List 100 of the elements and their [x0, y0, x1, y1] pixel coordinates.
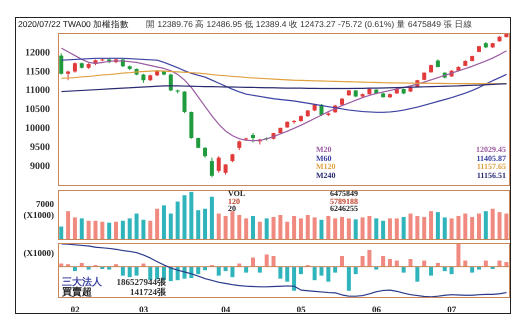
annotation: 120 [228, 196, 240, 206]
bar [230, 266, 234, 278]
bar [250, 258, 255, 267]
bar [354, 219, 358, 240]
bar [422, 260, 426, 267]
annotation: 186527944張 [116, 277, 166, 287]
bar [250, 216, 255, 240]
bar [298, 266, 303, 274]
bar [429, 266, 434, 276]
candlestick [59, 52, 64, 76]
candlestick [237, 140, 242, 151]
bar [230, 211, 234, 240]
bar [292, 266, 296, 291]
bar [141, 220, 146, 240]
bar [394, 218, 399, 240]
bar [244, 218, 248, 240]
bar [408, 259, 413, 267]
bar [388, 259, 392, 267]
bar [463, 260, 468, 267]
bar [237, 215, 242, 240]
bar [134, 214, 139, 240]
bar [278, 266, 282, 279]
bar [210, 196, 214, 240]
y-axis-title: (X1000) [22, 210, 54, 220]
bar [450, 218, 454, 240]
candlestick [141, 73, 146, 84]
candlestick [203, 146, 208, 158]
bar [86, 220, 91, 240]
annotation: 5789188 [329, 196, 358, 206]
bar [346, 266, 351, 291]
bar [402, 216, 406, 240]
bar [484, 260, 488, 267]
text: M20 [316, 145, 332, 154]
bar [264, 254, 269, 267]
bar [196, 266, 200, 274]
bar [450, 266, 454, 274]
bar [107, 222, 112, 240]
bar [319, 266, 324, 276]
bar [354, 266, 358, 274]
bar [436, 212, 440, 240]
bar [134, 266, 139, 276]
y-tick-label: 10500 [25, 104, 50, 116]
bar [258, 222, 262, 240]
bar [278, 215, 282, 240]
bar [59, 226, 64, 240]
bar [415, 266, 420, 282]
candlestick [216, 156, 221, 174]
text: 7000 [35, 199, 54, 209]
bar [333, 266, 338, 273]
bar [498, 260, 502, 267]
bar [148, 220, 152, 240]
bar [388, 218, 392, 240]
bar [216, 266, 221, 276]
bar [244, 266, 248, 273]
line-series [60, 48, 508, 142]
bar [162, 205, 166, 240]
bar [381, 220, 386, 240]
y-tick-label: 11500 [26, 66, 50, 78]
annotation: 三大法人 [62, 277, 102, 288]
bar [476, 214, 481, 240]
bar [189, 192, 194, 240]
text: M240 [316, 170, 336, 180]
bar [168, 214, 173, 240]
bar [312, 266, 317, 280]
bar [285, 266, 290, 282]
bar [114, 222, 118, 240]
bar [340, 256, 344, 267]
bar [367, 216, 372, 240]
annotation: 11156.51 [476, 170, 506, 180]
bar [442, 217, 447, 240]
y-tick-label: 10000 [25, 122, 50, 134]
bar [120, 220, 125, 240]
bar [72, 217, 77, 240]
candlestick [66, 70, 70, 81]
bar [374, 218, 378, 240]
bar [306, 215, 310, 240]
line-series [60, 83, 508, 92]
bar [498, 212, 502, 240]
bar [224, 216, 228, 240]
y-tick-label: 12000 [25, 47, 50, 58]
annotation: 11405.87 [476, 154, 506, 162]
bar [176, 202, 180, 240]
bar [258, 266, 262, 273]
bar [272, 216, 276, 240]
bar [415, 216, 420, 240]
bar [490, 208, 495, 240]
bar [326, 216, 330, 240]
bar [182, 195, 187, 240]
bar [340, 216, 344, 240]
annotation: 141724張 [129, 286, 166, 296]
bar [326, 266, 330, 282]
bar [128, 266, 132, 278]
annotation: 買賣超 [62, 286, 92, 298]
bar [484, 211, 488, 240]
bar [360, 217, 365, 240]
annotation: 20 [228, 204, 236, 213]
bar [381, 256, 386, 267]
annotation: 6475849 [329, 189, 358, 198]
bar [394, 260, 399, 267]
bar [155, 208, 160, 240]
